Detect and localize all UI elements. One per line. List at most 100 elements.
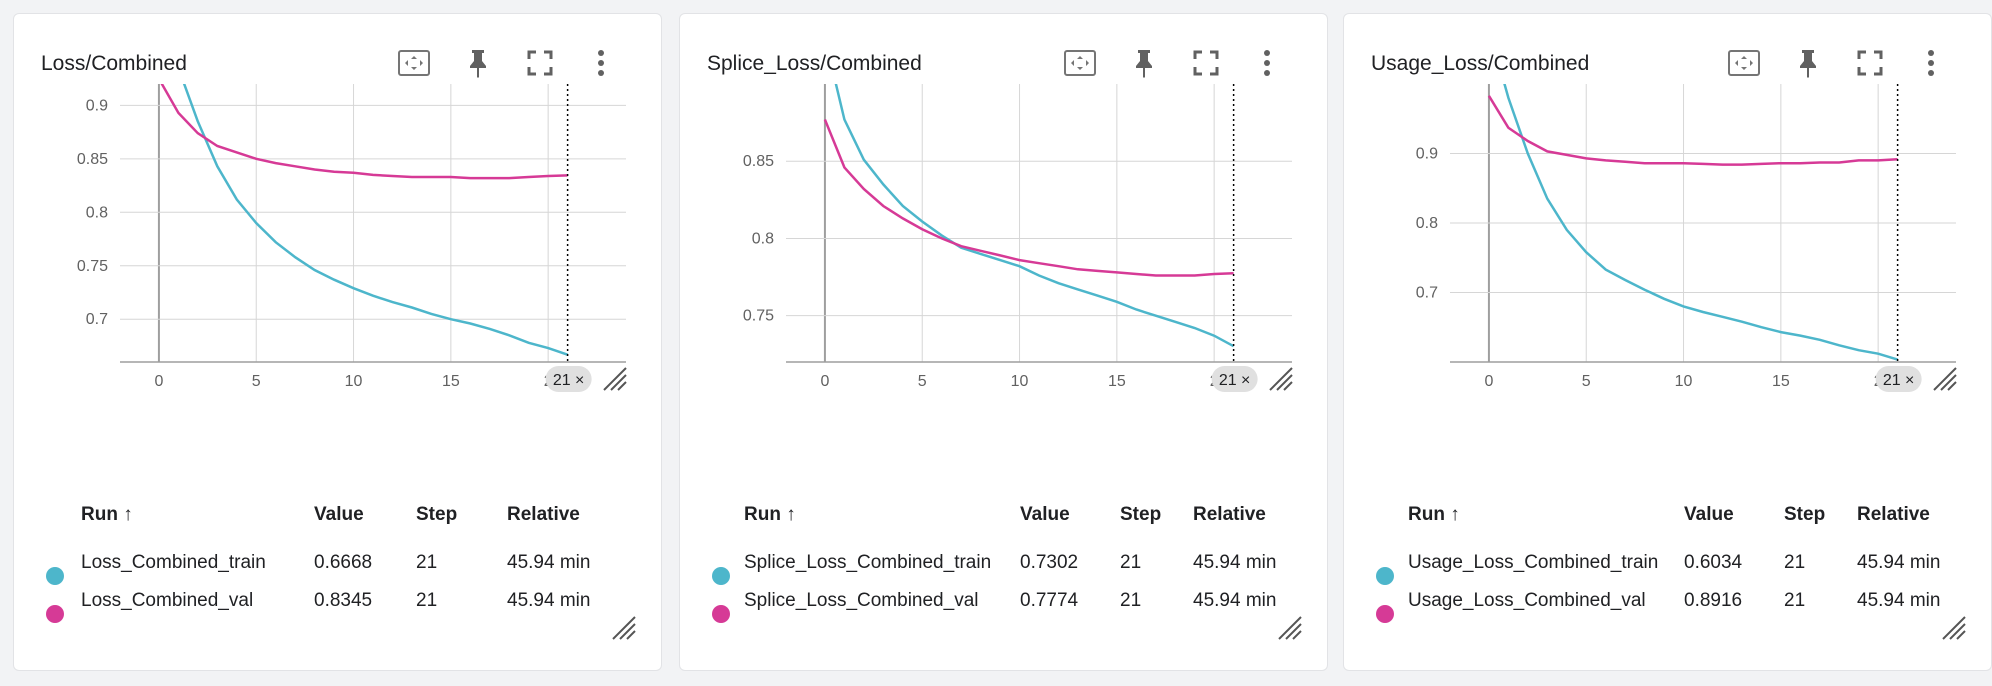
x-tick-label: 5 — [252, 373, 261, 390]
y-tick-label: 0.7 — [86, 311, 108, 328]
pin-button[interactable] — [460, 47, 496, 83]
x-tick-label: 15 — [442, 373, 460, 390]
x-tick-label: 15 — [1108, 373, 1126, 390]
header-run-sort[interactable]: Run ↑ — [744, 504, 796, 525]
fit-domain-icon — [1063, 48, 1097, 83]
step-cursor-chip[interactable]: 21 × — [1875, 366, 1922, 392]
series-line-Loss_Combined_train — [182, 84, 569, 356]
run-step: 21 — [416, 552, 438, 573]
step-cursor-chip[interactable]: 21 × — [1211, 366, 1258, 392]
x-tick-label: 0 — [1484, 373, 1493, 390]
fit-domain-button[interactable] — [1062, 47, 1098, 83]
header-relative: Relative — [507, 504, 580, 525]
header-step: Step — [1784, 504, 1826, 525]
step-cursor-label: 21 × — [553, 372, 585, 389]
card-resize-icon[interactable] — [611, 615, 637, 646]
header-run-sort[interactable]: Run ↑ — [81, 504, 133, 525]
more-options-button[interactable] — [583, 47, 619, 83]
run-color-dot — [712, 605, 730, 623]
step-cursor-chip[interactable]: 21 × — [545, 366, 592, 392]
run-color-dot — [712, 567, 730, 585]
y-tick-label: 0.8 — [86, 204, 108, 221]
x-tick-label: 10 — [1675, 373, 1693, 390]
header-relative: Relative — [1857, 504, 1930, 525]
x-tick-label: 15 — [1772, 373, 1790, 390]
run-color-dot — [1376, 567, 1394, 585]
chart-card: Usage_Loss/Combined05101520.70.80.921 ×R… — [1343, 13, 1992, 671]
step-cursor-label: 21 × — [1219, 372, 1251, 389]
header-run-sort[interactable]: Run ↑ — [1408, 504, 1460, 525]
fullscreen-button[interactable] — [522, 47, 558, 83]
run-relative: 45.94 min — [1857, 590, 1941, 611]
more-vert-icon — [1926, 48, 1936, 83]
run-value: 0.6034 — [1684, 552, 1743, 573]
y-tick-label: 0.7 — [1416, 285, 1438, 302]
fit-domain-icon — [1727, 48, 1761, 83]
more-options-button[interactable] — [1249, 47, 1285, 83]
fullscreen-icon — [1857, 50, 1883, 81]
fullscreen-icon — [1193, 50, 1219, 81]
y-tick-label: 0.8 — [1416, 215, 1438, 232]
series-line-Loss_Combined_val — [160, 84, 568, 180]
chart-card: Splice_Loss/Combined05101520.750.80.8521… — [679, 13, 1328, 671]
resize-handle-icon[interactable] — [1269, 367, 1293, 391]
series-line-Usage_Loss_Combined_train — [1503, 84, 1898, 361]
run-relative: 45.94 min — [1193, 590, 1277, 611]
x-tick-label: 0 — [820, 373, 829, 390]
series-line-Splice_Loss_Combined_val — [823, 119, 1234, 277]
fullscreen-icon — [527, 50, 553, 81]
y-tick-label: 0.9 — [86, 97, 108, 114]
series-line-Splice_Loss_Combined_train — [834, 84, 1235, 348]
more-options-button[interactable] — [1913, 47, 1949, 83]
card-resize-icon[interactable] — [1941, 615, 1967, 646]
more-vert-icon — [1262, 48, 1272, 83]
pin-icon — [1131, 48, 1157, 83]
fullscreen-button[interactable] — [1188, 47, 1224, 83]
resize-handle-icon[interactable] — [603, 367, 627, 391]
card-title: Usage_Loss/Combined — [1371, 52, 1590, 75]
y-tick-label: 0.75 — [743, 308, 774, 325]
pin-button[interactable] — [1790, 47, 1826, 83]
x-tick-label: 5 — [1582, 373, 1591, 390]
run-step: 21 — [1784, 552, 1806, 573]
run-step: 21 — [1784, 590, 1806, 611]
series-line-Usage_Loss_Combined_val — [1487, 95, 1898, 166]
pin-icon — [465, 48, 491, 83]
x-tick-label: 0 — [154, 373, 163, 390]
run-run: Loss_Combined_train — [81, 552, 266, 573]
resize-handle-icon[interactable] — [1933, 367, 1957, 391]
card-title: Loss/Combined — [41, 52, 187, 75]
header-step: Step — [1120, 504, 1162, 525]
fit-domain-icon — [397, 48, 431, 83]
y-tick-label: 0.75 — [77, 258, 108, 275]
header-step: Step — [416, 504, 458, 525]
run-color-dot — [46, 605, 64, 623]
header-value: Value — [1684, 504, 1734, 525]
y-tick-label: 0.8 — [752, 230, 774, 247]
run-color-dot — [1376, 605, 1394, 623]
run-run: Usage_Loss_Combined_train — [1408, 552, 1659, 573]
header-value: Value — [1020, 504, 1070, 525]
run-step: 21 — [1120, 552, 1142, 573]
more-vert-icon — [596, 48, 606, 83]
run-run: Usage_Loss_Combined_val — [1408, 590, 1646, 611]
x-tick-label: 10 — [1011, 373, 1029, 390]
card-title: Splice_Loss/Combined — [707, 52, 922, 75]
card-resize-icon[interactable] — [1277, 615, 1303, 646]
line-chart[interactable]: 05101520.70.750.80.850.921 × — [14, 84, 663, 399]
run-relative: 45.94 min — [1857, 552, 1941, 573]
run-relative: 45.94 min — [1193, 552, 1277, 573]
run-color-dot — [46, 567, 64, 585]
pin-button[interactable] — [1126, 47, 1162, 83]
line-chart[interactable]: 05101520.70.80.921 × — [1344, 84, 1992, 399]
fullscreen-button[interactable] — [1852, 47, 1888, 83]
run-run: Splice_Loss_Combined_train — [744, 552, 992, 573]
step-cursor-label: 21 × — [1883, 372, 1915, 389]
run-value: 0.7774 — [1020, 590, 1079, 611]
run-value: 0.8345 — [314, 590, 373, 611]
run-value: 0.7302 — [1020, 552, 1079, 573]
fit-domain-button[interactable] — [1726, 47, 1762, 83]
fit-domain-button[interactable] — [396, 47, 432, 83]
chart-card: Loss/Combined05101520.70.750.80.850.921 … — [13, 13, 662, 671]
